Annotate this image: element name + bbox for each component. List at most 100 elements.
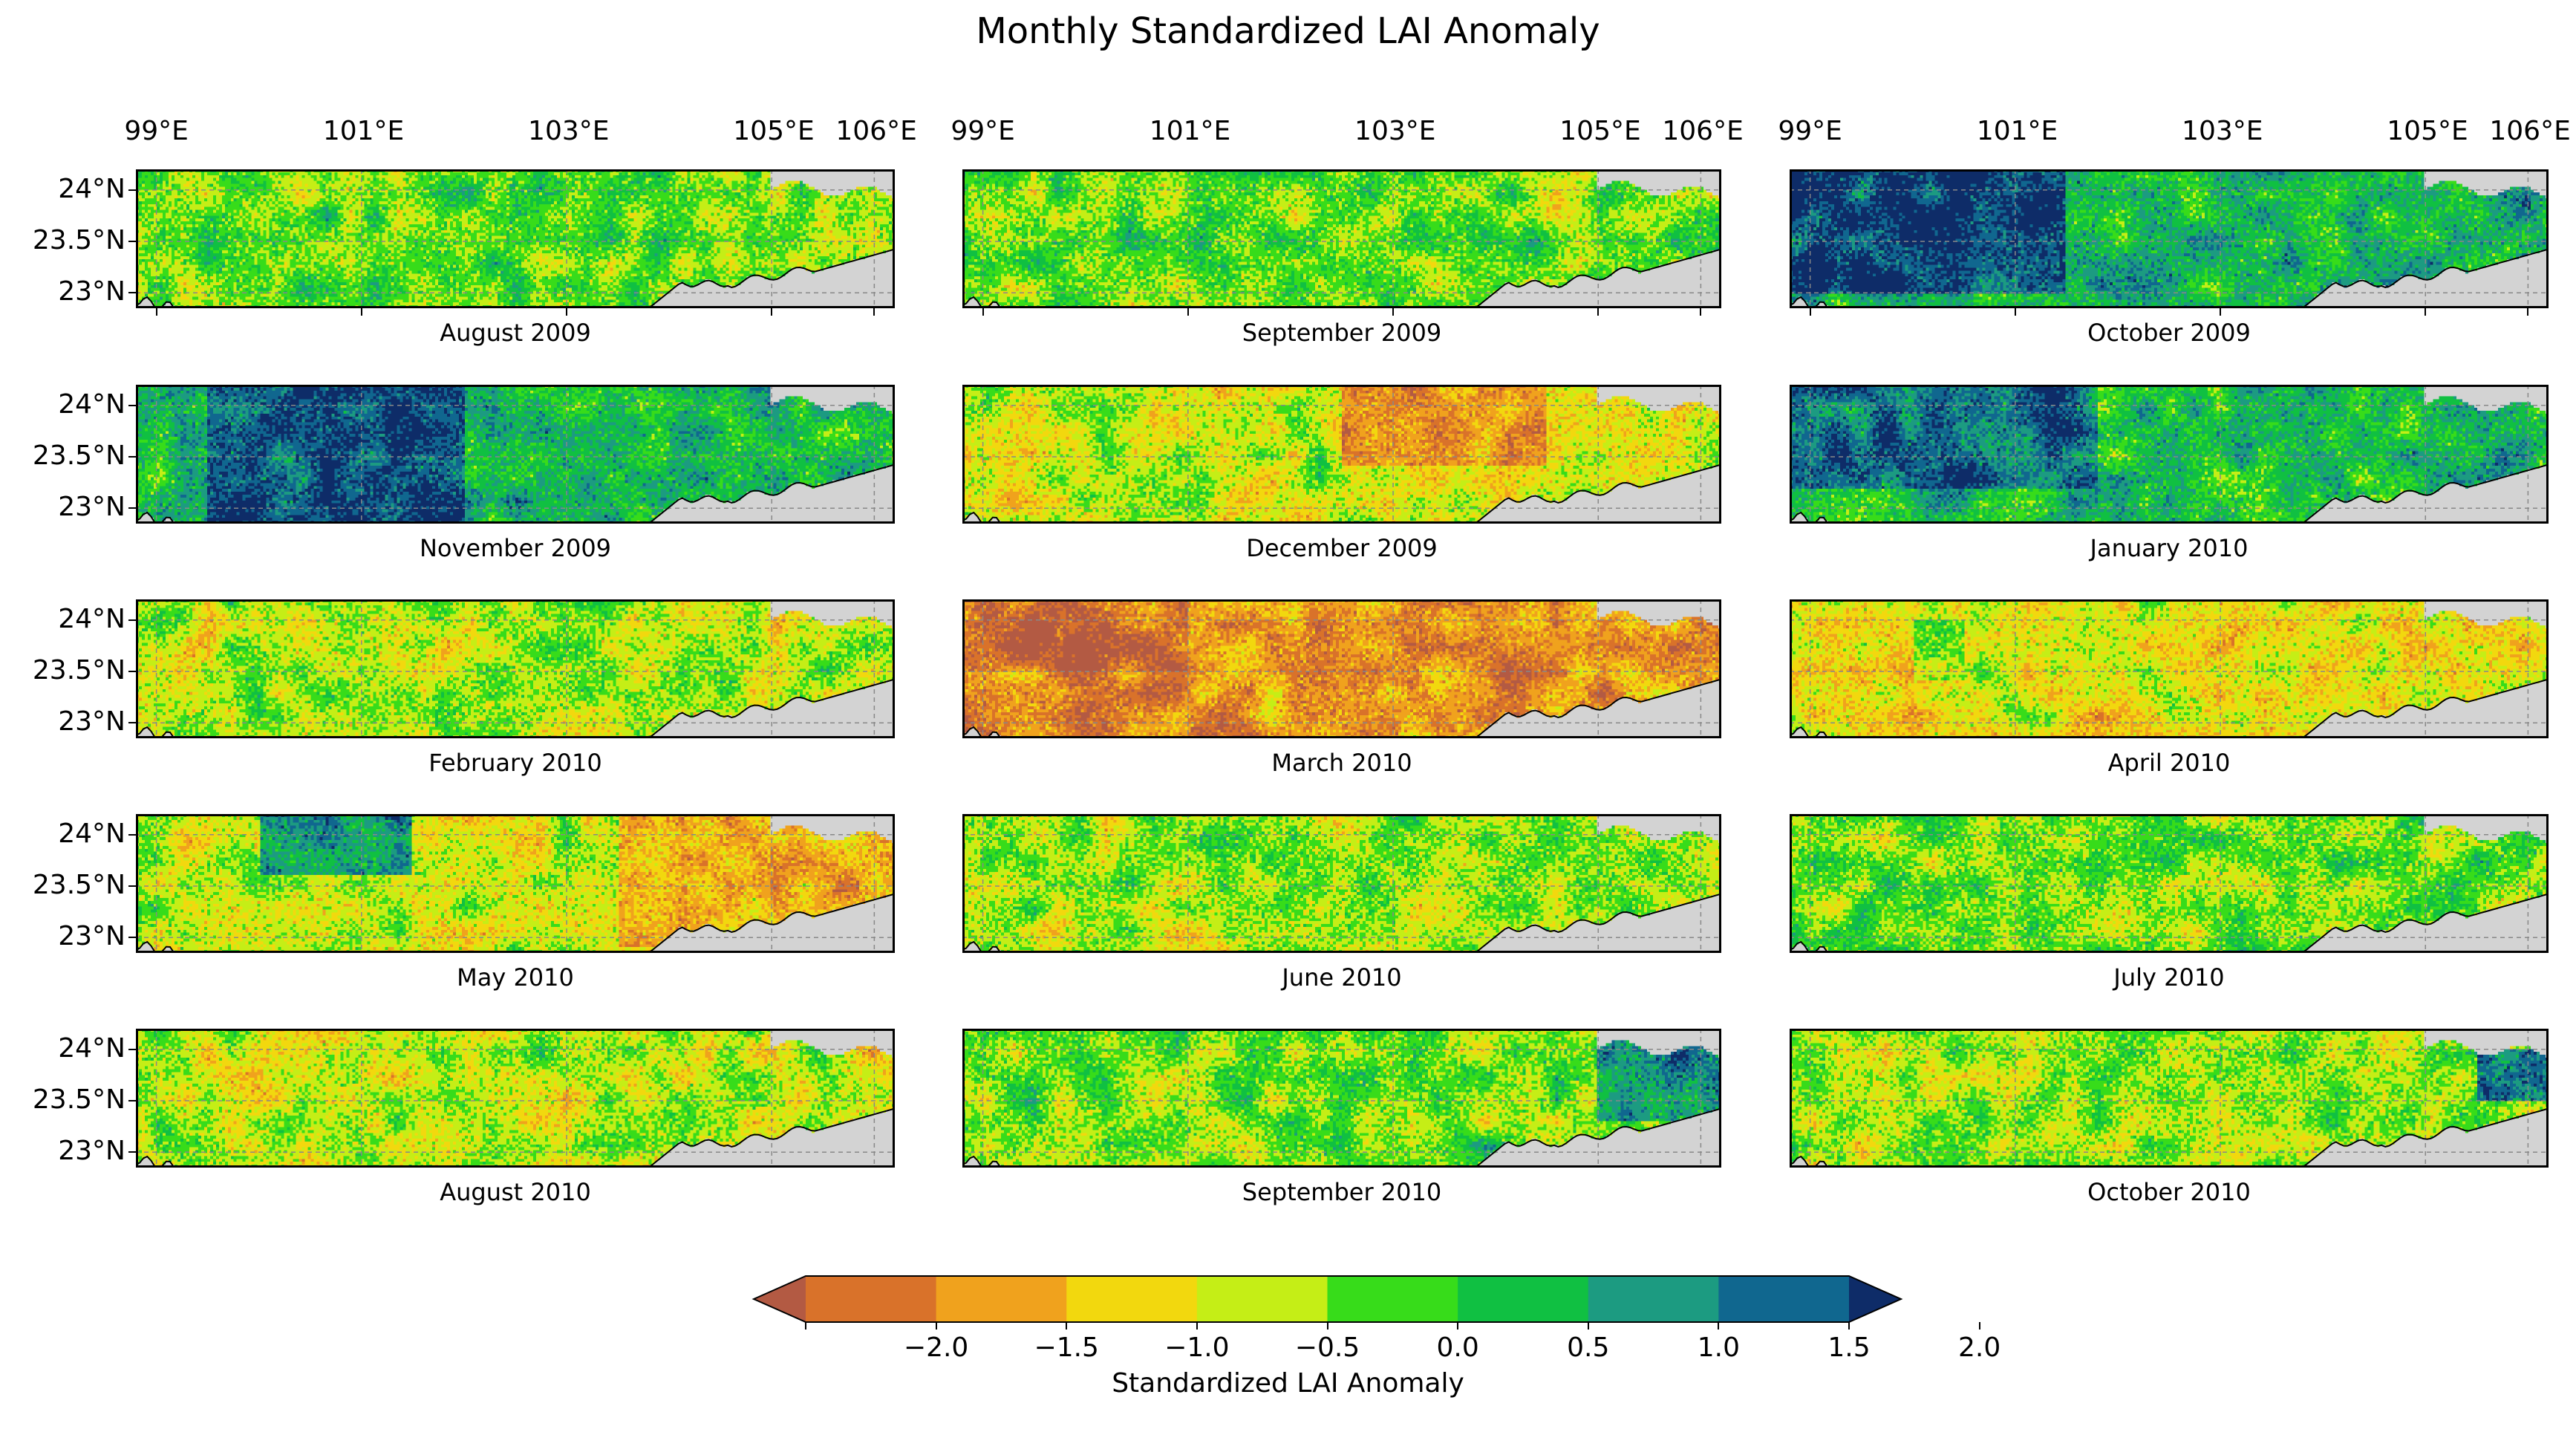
y-tick-label: 23.5°N (32, 1084, 125, 1115)
country-border (962, 463, 1721, 524)
y-tick-mark (128, 455, 136, 458)
x-tick-mark (771, 308, 773, 316)
y-tick-label: 23.5°N (32, 654, 125, 686)
colorbar-segment (1327, 1276, 1458, 1322)
y-tick-label: 24°N (58, 173, 125, 204)
y-tick-label: 24°N (58, 1032, 125, 1064)
x-tick-label: 101°E (322, 116, 405, 146)
colorbar-segment (1196, 1276, 1328, 1322)
panel-label: August 2009 (440, 319, 591, 347)
colorbar-segment (1066, 1276, 1198, 1322)
x-tick-mark (566, 308, 568, 316)
panel-label: August 2010 (440, 1178, 591, 1206)
colorbar-extend-low (754, 1276, 806, 1322)
map-panel (962, 1029, 1721, 1168)
x-tick-mark (2220, 308, 2222, 316)
y-tick-mark (128, 619, 136, 621)
colorbar-tick-mark (1066, 1322, 1068, 1330)
map-overlay (1790, 814, 2549, 953)
x-tick-label: 106°E (835, 116, 917, 146)
colorbar-label: Standardized LAI Anomaly (1112, 1368, 1464, 1399)
colorbar-tick-label: −0.5 (1294, 1332, 1360, 1363)
y-tick-label: 23°N (58, 706, 125, 738)
anomaly-heatmap (962, 1029, 1721, 1168)
country-border (136, 678, 895, 738)
map-panel (1790, 1029, 2549, 1168)
colorbar-tick-label: 1.0 (1697, 1332, 1740, 1363)
map-panel (136, 385, 895, 524)
panel-label: February 2010 (428, 749, 602, 777)
y-tick-mark (128, 1048, 136, 1050)
country-border (962, 893, 1721, 953)
anomaly-heatmap (136, 1029, 895, 1168)
colorbar-tick-mark (1457, 1322, 1459, 1330)
map-panel (1790, 814, 2549, 953)
x-tick-mark (873, 308, 875, 316)
colorbar-tick-mark (1196, 1322, 1198, 1330)
country-border (1790, 678, 2549, 738)
map-overlay (136, 385, 895, 524)
map-panel (1790, 169, 2549, 308)
panel-frame (962, 385, 1721, 524)
country-border (1790, 463, 2549, 524)
x-tick-label: 103°E (528, 116, 610, 146)
x-tick-label: 106°E (1662, 116, 1744, 146)
colorbar-tick-label: −1.5 (1034, 1332, 1099, 1363)
country-border (136, 248, 895, 308)
x-tick-mark (1700, 308, 1702, 316)
x-tick-mark (360, 308, 362, 316)
map-overlay (1790, 169, 2549, 308)
anomaly-heatmap (962, 385, 1721, 524)
y-tick-mark (128, 937, 136, 939)
colorbar-tick-mark (805, 1322, 806, 1330)
anomaly-heatmap (1790, 599, 2549, 738)
country-border (1790, 893, 2549, 953)
y-tick-label: 23.5°N (32, 224, 125, 256)
country-border (962, 678, 1721, 738)
map-overlay (962, 169, 1721, 308)
y-tick-label: 24°N (58, 603, 125, 634)
panel-frame (1790, 599, 2549, 738)
map-overlay (136, 169, 895, 308)
map-panel (962, 385, 1721, 524)
y-tick-mark (128, 722, 136, 724)
panel-frame (136, 1029, 895, 1168)
country-border (1790, 248, 2549, 308)
anomaly-heatmap (136, 385, 895, 524)
anomaly-heatmap (1790, 814, 2549, 953)
y-tick-label: 23.5°N (32, 869, 125, 900)
map-overlay (1790, 385, 2549, 524)
colorbar-segment (1588, 1276, 1719, 1322)
panel-label: October 2009 (2087, 319, 2251, 347)
y-tick-mark (128, 292, 136, 294)
anomaly-heatmap (136, 599, 895, 738)
anomaly-heatmap (962, 599, 1721, 738)
map-panel (1790, 385, 2549, 524)
anomaly-heatmap (1790, 169, 2549, 308)
y-tick-label: 23.5°N (32, 440, 125, 471)
anomaly-heatmap (1790, 1029, 2549, 1168)
panel-label: September 2010 (1242, 1178, 1442, 1206)
map-panel (136, 599, 895, 738)
x-tick-label: 101°E (1149, 116, 1231, 146)
map-overlay (136, 599, 895, 738)
colorbar-segment (936, 1276, 1067, 1322)
panel-frame (962, 1029, 1721, 1168)
colorbar-tick-label: 2.0 (1957, 1332, 2001, 1363)
country-border (136, 893, 895, 953)
x-tick-mark (155, 308, 157, 316)
panel-frame (1790, 385, 2549, 524)
map-panel (136, 1029, 895, 1168)
y-tick-mark (128, 1151, 136, 1153)
x-tick-mark (1597, 308, 1600, 316)
map-overlay (136, 1029, 895, 1168)
y-tick-mark (128, 885, 136, 887)
y-tick-label: 24°N (58, 388, 125, 420)
x-tick-mark (2527, 308, 2529, 316)
colorbar-segment (1718, 1276, 1850, 1322)
colorbar-segment (1458, 1276, 1589, 1322)
map-panel (962, 169, 1721, 308)
map-panel (136, 814, 895, 953)
figure-title: Monthly Standardized LAI Anomaly (976, 10, 1600, 52)
